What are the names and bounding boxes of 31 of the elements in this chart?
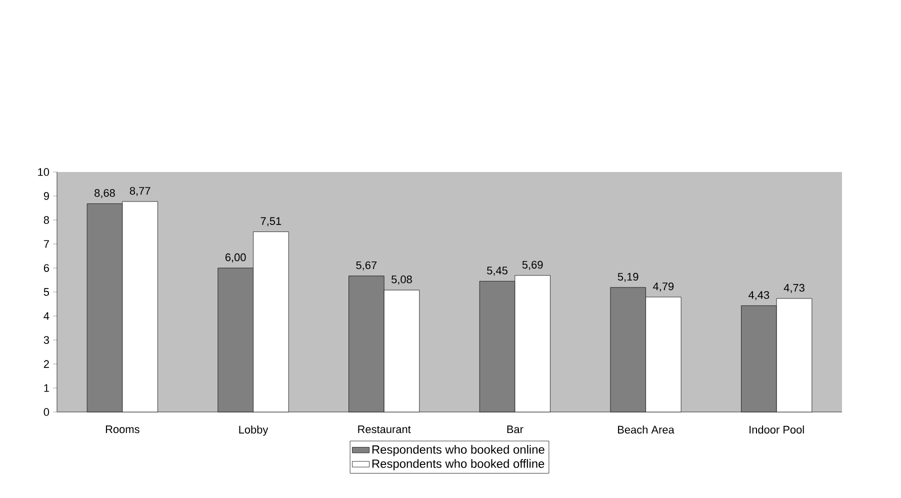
data-label: 4,79 xyxy=(653,282,674,292)
data-label: 8,68 xyxy=(94,189,115,198)
data-label: 7,51 xyxy=(260,217,282,226)
data-label: 5,08 xyxy=(392,276,412,285)
y-tick-label: 2 xyxy=(44,360,49,368)
x-tick-label: Rooms xyxy=(106,426,140,434)
y-tick-label: 1 xyxy=(44,384,49,392)
y-tick-label: 7 xyxy=(44,240,49,248)
data-label: 4,43 xyxy=(748,291,770,300)
data-label: 5,45 xyxy=(487,266,508,276)
x-tick-label: Restaurant xyxy=(358,426,411,434)
x-tick-label: Beach Area xyxy=(618,426,674,434)
y-tick-label: 0 xyxy=(44,408,50,416)
y-tick-label: 4 xyxy=(44,312,50,320)
y-tick-label: 10 xyxy=(38,168,50,176)
y-tick-label: 6 xyxy=(44,264,49,272)
y-tick-label: 5 xyxy=(44,288,50,296)
y-tick-label: 3 xyxy=(44,336,49,344)
x-tick-label: Bar xyxy=(507,426,524,434)
x-tick-label: Lobby xyxy=(239,426,268,436)
y-tick-label: 9 xyxy=(44,192,49,200)
legend-label: Respondents who booked online xyxy=(372,444,544,456)
legend-label: Respondents who booked offline xyxy=(372,459,544,470)
y-tick-label: 8 xyxy=(44,216,49,224)
data-label: 6,00 xyxy=(225,253,246,262)
x-tick-label: Indoor Pool xyxy=(750,426,804,434)
data-label: 5,67 xyxy=(356,261,377,270)
data-label: 5,69 xyxy=(522,260,543,270)
data-label: 4,73 xyxy=(784,284,804,293)
data-label: 5,19 xyxy=(618,272,638,282)
data-label: 8,77 xyxy=(130,186,150,196)
